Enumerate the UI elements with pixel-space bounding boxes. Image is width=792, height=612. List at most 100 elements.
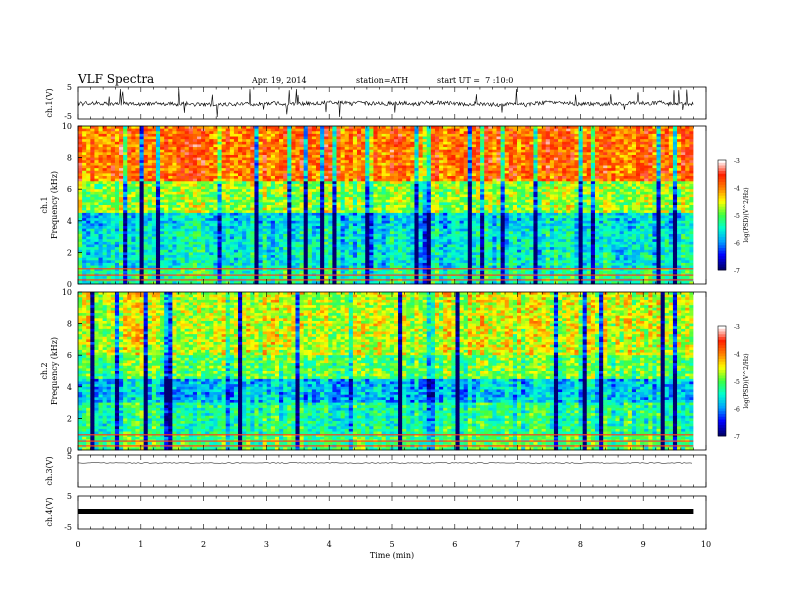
spectrogram-cell [595, 163, 600, 166]
spectrogram-cell [513, 150, 518, 153]
spectrogram-cell [673, 152, 678, 155]
spectrogram-cell [595, 139, 600, 142]
spectrogram-cell [254, 137, 259, 140]
spectrogram-cell [283, 129, 288, 132]
spectrogram-cell [365, 158, 370, 161]
spectrogram-cell [131, 144, 136, 147]
spectrogram-cell [636, 142, 641, 145]
spectrogram-cell [78, 150, 83, 153]
spectrogram-cell [300, 147, 305, 150]
spectrogram-cell [218, 129, 223, 132]
spectrogram-cell [583, 129, 588, 132]
spectrogram-cell [599, 155, 604, 158]
spectrogram-cell [390, 152, 395, 155]
spectrogram-cell [574, 168, 579, 171]
spectrogram-cell [308, 158, 313, 161]
spectrogram-cell [279, 155, 284, 158]
spectrogram-cell [669, 155, 674, 158]
spectrogram-cell [615, 144, 620, 147]
spectrogram-cell [505, 131, 510, 134]
spectrogram-cell [460, 166, 465, 169]
spectrogram-cell [472, 137, 477, 140]
spectrogram-cell [82, 150, 87, 153]
spectrogram-cell [148, 173, 153, 176]
spectrogram-cell [681, 166, 686, 169]
spectrogram-cell [242, 171, 247, 174]
spectrogram-cell [361, 147, 366, 150]
spectrogram-cell [451, 160, 456, 163]
spectrogram-cell [197, 166, 202, 169]
spectrogram-cell [287, 142, 292, 145]
spectrogram-cell [238, 166, 243, 169]
spectrogram-cell [271, 126, 276, 129]
spectrogram-cell [176, 131, 181, 134]
spectrogram-cell [103, 155, 108, 158]
spectrogram-cell [176, 137, 181, 140]
spectrogram-cell [554, 126, 559, 129]
spectrogram-cell [517, 166, 522, 169]
spectrogram-cell [209, 142, 214, 145]
spectrogram-cell [689, 166, 694, 169]
spectrogram-cell [271, 155, 276, 158]
spectrogram-cell [226, 166, 231, 169]
spectrogram-cell [419, 173, 424, 176]
spectrogram-cell [119, 173, 124, 176]
spectrogram-cell [78, 142, 83, 145]
spectrogram-cell [423, 137, 428, 140]
spectrogram-cell [373, 155, 378, 158]
spectrogram-cell [332, 171, 337, 174]
spectrogram-cell [640, 168, 645, 171]
spectrogram-cell [279, 160, 284, 163]
spectrogram-cell [131, 147, 136, 150]
spectrogram-cell [414, 126, 419, 129]
spectrogram-cell [320, 155, 325, 158]
spectrogram-cell [566, 129, 571, 132]
spectrogram-cell [283, 126, 288, 129]
spectrogram-cell [267, 147, 272, 150]
spectrogram-cell [538, 150, 543, 153]
spectrogram-cell [259, 144, 264, 147]
spectrogram-cell [205, 152, 210, 155]
spectrogram-cell [209, 158, 214, 161]
spectrogram-cell [213, 139, 218, 142]
spectrogram-cell [300, 166, 305, 169]
spectrogram-cell [378, 147, 383, 150]
spectrogram-cell [435, 126, 440, 129]
spectrogram-cell [599, 152, 604, 155]
spectrogram-cell [644, 171, 649, 174]
spectrogram-cell [566, 144, 571, 147]
spectrogram-cell [94, 155, 99, 158]
spectrogram-cell [382, 142, 387, 145]
spectrogram-cell [86, 168, 91, 171]
spectrogram-cell [632, 166, 637, 169]
spectrogram-cell [390, 147, 395, 150]
spectrogram-cell [230, 134, 235, 137]
spectrogram-cell [111, 155, 116, 158]
spectrogram-cell [521, 155, 526, 158]
spectrogram-cell [201, 152, 206, 155]
spectrogram-cell [115, 168, 120, 171]
spectrogram-cell [304, 147, 309, 150]
spectrogram-cell [410, 168, 415, 171]
spectrogram-cell [685, 160, 690, 163]
spectrogram-cell [144, 155, 149, 158]
spectrogram-cell [517, 163, 522, 166]
spectrogram-cell [443, 134, 448, 137]
spectrogram-cell [574, 155, 579, 158]
spectrogram-cell [554, 139, 559, 142]
spectrogram-cell [135, 163, 140, 166]
spectrogram-cell [538, 129, 543, 132]
spectrogram-cell [254, 163, 259, 166]
spectrogram-cell [107, 131, 112, 134]
spectrogram-cell [677, 163, 682, 166]
spectrogram-cell [431, 163, 436, 166]
spectrogram-cell [263, 139, 268, 142]
spectrogram-cell [525, 142, 530, 145]
spectrogram-cell [222, 126, 227, 129]
spectrogram-cell [259, 155, 264, 158]
spectrogram-cell [168, 168, 173, 171]
spectrogram-cell [443, 168, 448, 171]
spectrogram-cell [226, 134, 231, 137]
spectrogram-cell [681, 168, 686, 171]
spectrogram-cell [279, 134, 284, 137]
